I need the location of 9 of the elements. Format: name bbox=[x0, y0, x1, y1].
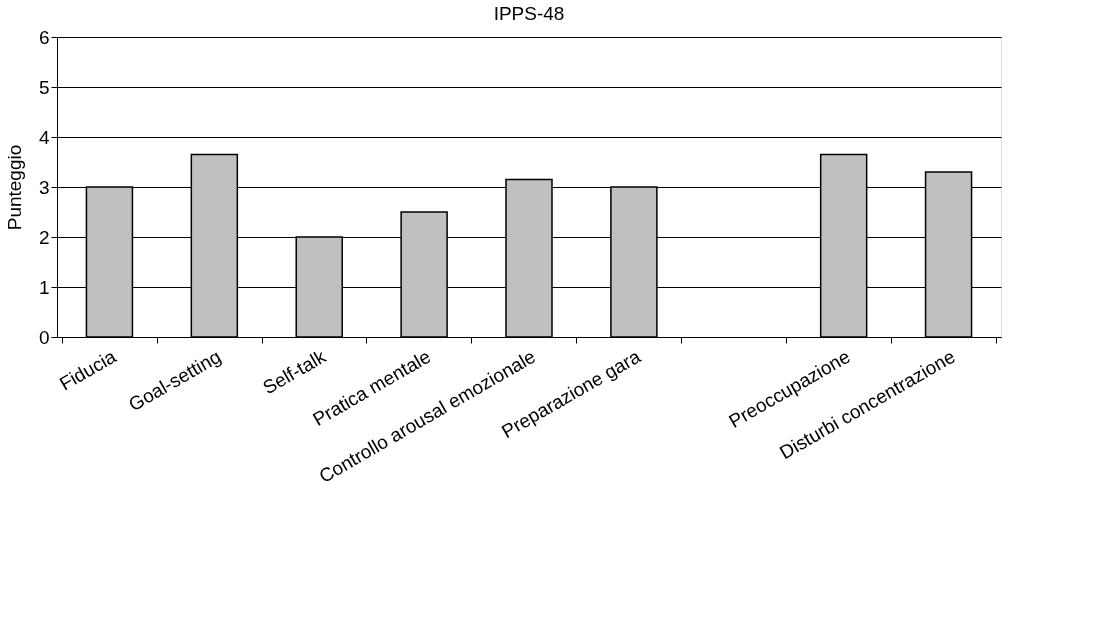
y-tick-label: 4 bbox=[38, 126, 50, 148]
y-tick-label: 1 bbox=[38, 276, 50, 298]
y-axis-title: Punteggio bbox=[3, 144, 25, 231]
y-tick-label: 6 bbox=[38, 26, 50, 48]
y-tick-label: 5 bbox=[38, 76, 50, 98]
y-tick-label: 3 bbox=[38, 176, 50, 198]
y-tick-label: 0 bbox=[38, 326, 50, 348]
y-tick-label: 2 bbox=[38, 226, 50, 248]
chart-title: IPPS-48 bbox=[493, 3, 565, 24]
